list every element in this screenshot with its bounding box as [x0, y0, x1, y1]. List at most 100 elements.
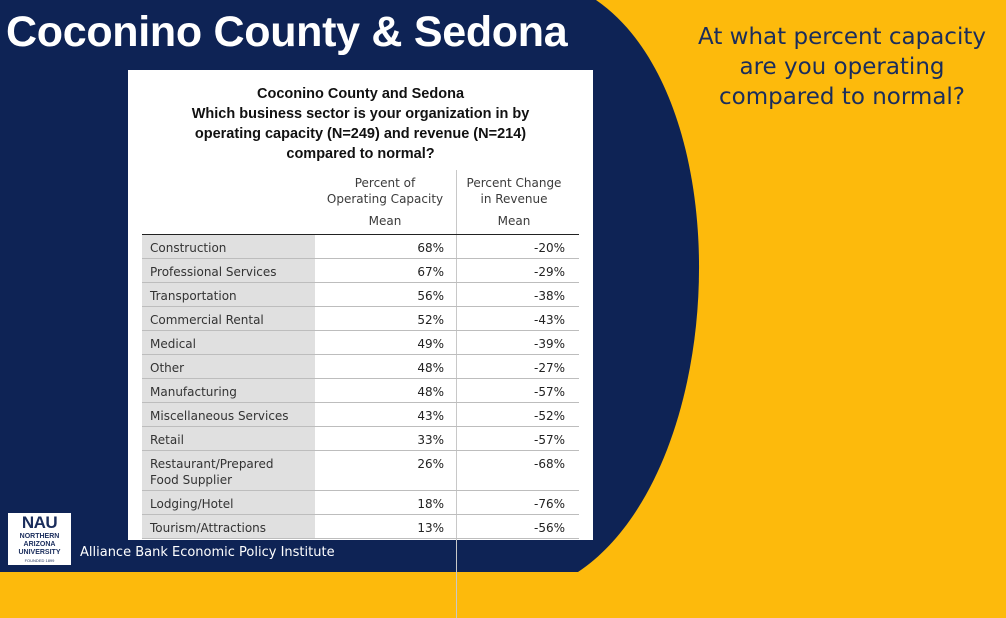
- header-line: in Revenue: [480, 192, 548, 206]
- question-line: are you operating: [739, 54, 945, 80]
- revenue-cell: -57%: [533, 385, 565, 399]
- row-divider: [142, 258, 579, 259]
- row-divider: [142, 306, 579, 307]
- capacity-cell: 26%: [417, 457, 444, 471]
- row-label-line: Other: [150, 361, 185, 375]
- capacity-cell: 33%: [417, 433, 444, 447]
- revenue-cell: -52%: [533, 409, 565, 423]
- row-label: Retail: [150, 432, 184, 448]
- capacity-cell: 18%: [417, 497, 444, 511]
- row-label-line: Food Supplier: [150, 473, 233, 487]
- row-divider: [142, 490, 579, 491]
- revenue-column-header: Percent Change in Revenue: [458, 175, 570, 207]
- table-title-line: operating capacity (N=249) and revenue (…: [194, 126, 527, 142]
- revenue-cell: -38%: [533, 289, 565, 303]
- logo-line: NORTHERN: [19, 533, 60, 540]
- table-row: Tourism/Attractions: [142, 515, 315, 538]
- revenue-cell: -27%: [533, 361, 565, 375]
- capacity-cell: 68%: [417, 241, 444, 255]
- table-row: Lodging/Hotel: [142, 491, 315, 514]
- table-panel: Coconino County and Sedona Which busines…: [128, 70, 593, 618]
- capacity-cell: 48%: [417, 361, 444, 375]
- table-title: Coconino County and Sedona Which busines…: [128, 84, 593, 164]
- table-title-line: Which business sector is your organizati…: [191, 106, 530, 122]
- capacity-cell: 13%: [417, 521, 444, 535]
- table-row: Restaurant/Prepared Food Supplier: [142, 451, 315, 490]
- nau-logo: NAU NORTHERN ARIZONA UNIVERSITY FOUNDED …: [8, 513, 71, 565]
- table-title-line: Coconino County and Sedona: [256, 86, 465, 102]
- table-row: Manufacturing: [142, 379, 315, 402]
- capacity-cell: 43%: [417, 409, 444, 423]
- logo-line: ARIZONA: [23, 541, 56, 548]
- revenue-cell: -56%: [533, 521, 565, 535]
- question-text: At what percent capacity are you operati…: [672, 22, 1006, 112]
- row-divider: [142, 402, 579, 403]
- row-label: Construction: [150, 240, 226, 256]
- table-title-line: compared to normal?: [286, 146, 435, 162]
- row-label-line: Tourism/Attractions: [150, 521, 267, 535]
- row-label: Commercial Rental: [150, 312, 264, 328]
- row-label-line: Lodging/Hotel: [150, 497, 234, 511]
- revenue-cell: -68%: [533, 457, 565, 471]
- row-label-line: Commercial Rental: [150, 313, 264, 327]
- logo-founded: FOUNDED 1899: [24, 558, 55, 563]
- table-row: Other: [142, 355, 315, 378]
- table-header-rule: [142, 234, 579, 235]
- row-label: Tourism/Attractions: [150, 520, 266, 536]
- capacity-cell: 52%: [417, 313, 444, 327]
- question-line: At what percent capacity: [698, 24, 986, 50]
- row-label-line: Manufacturing: [150, 385, 237, 399]
- row-divider: [142, 354, 579, 355]
- logo-wordmark: NAU: [21, 513, 58, 532]
- logo-line: UNIVERSITY: [18, 549, 61, 556]
- row-label-line: Professional Services: [150, 265, 277, 279]
- revenue-cell: -39%: [533, 337, 565, 351]
- header-line: Percent of: [354, 176, 416, 190]
- capacity-cell: 67%: [417, 265, 444, 279]
- row-label-line: Transportation: [150, 289, 237, 303]
- table-row: Commercial Rental: [142, 307, 315, 330]
- row-divider: [142, 378, 579, 379]
- revenue-stat-label: Mean: [497, 214, 531, 228]
- row-label: Professional Services: [150, 264, 277, 280]
- slide-title: Coconino County & Sedona: [6, 8, 568, 56]
- row-label: Restaurant/Prepared Food Supplier: [150, 456, 273, 488]
- row-divider: [142, 450, 579, 451]
- table-row: Construction: [142, 235, 315, 258]
- capacity-cell: 56%: [417, 289, 444, 303]
- revenue-cell: -43%: [533, 313, 565, 327]
- row-label-line: Restaurant/Prepared: [150, 457, 274, 471]
- capacity-stat-label: Mean: [368, 214, 402, 228]
- table-row: Retail: [142, 427, 315, 450]
- table-row: Medical: [142, 331, 315, 354]
- row-divider: [142, 538, 579, 539]
- capacity-cell: 49%: [417, 337, 444, 351]
- row-label: Other: [150, 360, 184, 376]
- row-label: Manufacturing: [150, 384, 237, 400]
- revenue-cell: -29%: [533, 265, 565, 279]
- capacity-cell: 48%: [417, 385, 444, 399]
- revenue-cell: -76%: [533, 497, 565, 511]
- row-label: Transportation: [150, 288, 237, 304]
- row-label-line: Medical: [150, 337, 196, 351]
- header-line: Operating Capacity: [326, 192, 444, 206]
- row-divider: [142, 330, 579, 331]
- revenue-cell: -57%: [533, 433, 565, 447]
- row-label: Medical: [150, 336, 196, 352]
- column-separator: [456, 170, 457, 618]
- question-line: compared to normal?: [718, 84, 966, 110]
- row-divider: [142, 426, 579, 427]
- footer-text: Alliance Bank Economic Policy Institute: [80, 545, 335, 560]
- row-label: Miscellaneous Services: [150, 408, 289, 424]
- table-row: Professional Services: [142, 259, 315, 282]
- row-label-line: Miscellaneous Services: [150, 409, 289, 423]
- revenue-cell: -20%: [533, 241, 565, 255]
- row-divider: [142, 514, 579, 515]
- header-line: Percent Change: [466, 176, 562, 190]
- row-label-line: Construction: [150, 241, 227, 255]
- capacity-column-header: Percent of Operating Capacity: [318, 175, 452, 207]
- table-row: Transportation: [142, 283, 315, 306]
- row-label: Lodging/Hotel: [150, 496, 233, 512]
- row-divider: [142, 282, 579, 283]
- table-row: Miscellaneous Services: [142, 403, 315, 426]
